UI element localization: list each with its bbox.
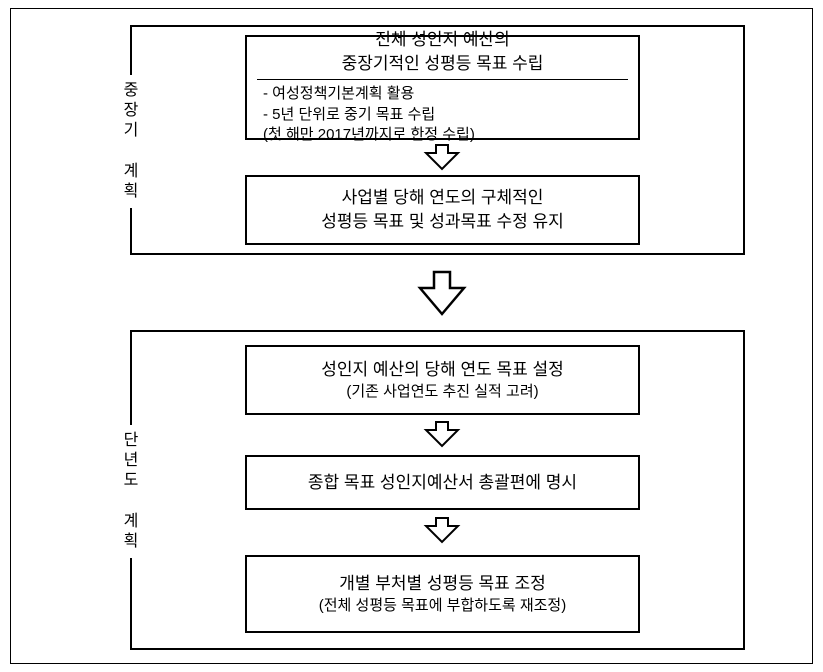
box-annual-goal: 성인지 예산의 당해 연도 목표 설정 (기존 사업연도 추진 실적 고려) xyxy=(245,345,640,415)
arrow-4 xyxy=(422,516,462,544)
box2-line1: 사업별 당해 연도의 구체적인 xyxy=(342,186,544,210)
box-longterm-goal: 전체 성인지 예산의 중장기적인 성평등 목표 수립 - 여성정책기본계획 활용… xyxy=(245,35,640,140)
box1-subsection: - 여성정책기본계획 활용 - 5년 단위로 중기 목표 수립 (첫 해만 20… xyxy=(257,79,628,145)
box1-title-line2: 중장기적인 성평등 목표 수립 xyxy=(342,52,544,76)
box-department-adjustment: 개별 부처별 성평등 목표 조정 (전체 성평등 목표에 부합하도록 재조정) xyxy=(245,555,640,633)
box-comprehensive-goal: 종합 목표 성인지예산서 총괄편에 명시 xyxy=(245,455,640,510)
box5-line2: (전체 성평등 목표에 부합하도록 재조정) xyxy=(319,596,566,616)
section1-label: 중장기 계획 xyxy=(114,75,142,208)
arrow-2 xyxy=(414,270,470,318)
box1-sub2: - 5년 단위로 중기 목표 수립 xyxy=(257,105,628,125)
box3-line2: (기존 사업연도 추진 실적 고려) xyxy=(346,382,538,402)
box5-line1: 개별 부처별 성평등 목표 조정 xyxy=(339,572,546,596)
box1-sub1: - 여성정책기본계획 활용 xyxy=(257,84,628,104)
box3-line1: 성인지 예산의 당해 연도 목표 설정 xyxy=(321,358,564,382)
box2-line2: 성평등 목표 및 성과목표 수정 유지 xyxy=(321,210,564,234)
section2-label: 단년도 계획 xyxy=(114,425,142,558)
box-project-goals: 사업별 당해 연도의 구체적인 성평등 목표 및 성과목표 수정 유지 xyxy=(245,175,640,245)
arrow-3 xyxy=(422,420,462,448)
arrow-1 xyxy=(422,143,462,171)
box4-line1: 종합 목표 성인지예산서 총괄편에 명시 xyxy=(308,471,577,495)
box1-title-line1: 전체 성인지 예산의 xyxy=(375,28,510,52)
